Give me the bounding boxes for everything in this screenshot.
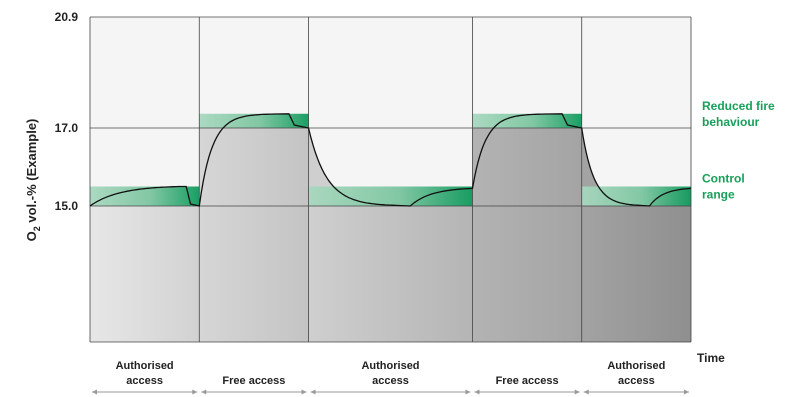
phase-arrow-head-right <box>684 389 689 395</box>
phase-fill <box>90 206 200 342</box>
phase-label: access <box>372 375 409 387</box>
range-bands <box>90 113 691 206</box>
range-band <box>472 113 582 128</box>
y-axis-label: O2 vol.-% (Example) <box>24 119 42 242</box>
phase-arrow-head-left <box>583 389 589 395</box>
phase-label: Authorised <box>361 360 419 372</box>
phase-label: Free access <box>222 375 285 387</box>
phase-label: Free access <box>496 375 559 387</box>
phase-arrow-head-right <box>574 389 580 395</box>
y-tick-label: 17.0 <box>55 121 79 135</box>
o2-line <box>89 113 692 207</box>
phase-label: Authorised <box>607 360 665 372</box>
grid-lines <box>89 16 692 343</box>
y-axis-title: O2 vol.-% (Example) <box>24 119 42 242</box>
y-tick-label: 15.0 <box>55 199 79 213</box>
phase-fill <box>581 206 691 342</box>
phase-arrow-head-right <box>465 389 471 395</box>
phase-label: access <box>126 375 163 387</box>
x-axis-title: Time <box>697 351 725 365</box>
phase-arrow-head-left <box>310 389 316 395</box>
range-band <box>90 186 200 206</box>
range-band <box>581 186 691 206</box>
phase-arrows <box>92 389 689 395</box>
y-tick-label: 20.9 <box>55 10 79 24</box>
phase-arrow-head-right <box>301 389 307 395</box>
phase-label: access <box>618 375 655 387</box>
o2-curve <box>89 113 692 207</box>
phase-fills <box>90 17 691 342</box>
phase-label: Authorised <box>116 360 174 372</box>
phase-arrow-head-left <box>92 389 97 395</box>
phase-fill <box>472 128 582 342</box>
phase-arrow-head-left <box>201 389 207 395</box>
phase-fill <box>199 128 309 342</box>
right-annotation-line: Reduced fire <box>702 99 775 113</box>
y-tick-labels: 20.9 17.0 15.0 <box>55 10 79 213</box>
phase-arrow-head-left <box>474 389 480 395</box>
right-annotation-line: range <box>702 188 735 202</box>
right-annotation-line: behaviour <box>702 115 760 129</box>
phase-arrow-head-right <box>192 389 198 395</box>
right-annotations: Reduced fire behaviour Control range <box>702 99 775 202</box>
range-band <box>308 186 473 206</box>
phase-labels: Authorised access Free access Authorised acc… <box>116 360 666 387</box>
right-annotation-line: Control <box>702 172 745 186</box>
phase-fill <box>308 206 473 342</box>
